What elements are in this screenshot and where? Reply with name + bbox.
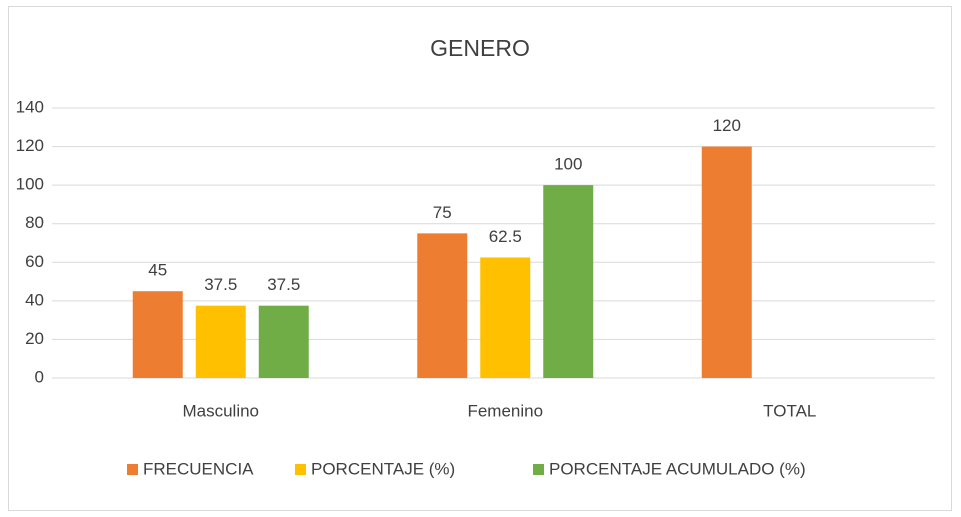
y-tick-label: 80 — [25, 213, 44, 232]
legend-swatch — [533, 464, 544, 475]
x-tick-label: Femenino — [467, 401, 543, 420]
y-tick-label: 20 — [25, 329, 44, 348]
bar — [258, 305, 309, 378]
y-tick-label: 60 — [25, 252, 44, 271]
value-label: 100 — [554, 155, 582, 174]
y-tick-label: 40 — [25, 290, 44, 309]
bar — [701, 146, 752, 378]
legend-label: FRECUENCIA — [143, 459, 254, 478]
legend-label: PORCENTAJE ACUMULADO (%) — [549, 459, 806, 478]
bar — [195, 305, 246, 378]
legend-label: PORCENTAJE (%) — [311, 459, 455, 478]
bar — [417, 233, 468, 378]
x-tick-label: Masculino — [182, 401, 259, 420]
bar — [480, 257, 531, 378]
y-tick-label: 100 — [16, 175, 44, 194]
value-label: 37.5 — [267, 275, 300, 294]
y-tick-label: 140 — [16, 97, 44, 116]
value-label: 75 — [433, 203, 452, 222]
legend-swatch — [295, 464, 306, 475]
value-label: 37.5 — [204, 275, 237, 294]
y-tick-label: 0 — [35, 367, 44, 386]
value-label: 120 — [713, 116, 741, 135]
x-tick-label: TOTAL — [763, 401, 816, 420]
bar — [543, 185, 594, 378]
y-tick-label: 120 — [16, 136, 44, 155]
value-label: 62.5 — [489, 227, 522, 246]
bar — [132, 291, 183, 378]
chart-title: GENERO — [430, 35, 530, 61]
value-label: 45 — [148, 261, 167, 280]
legend-swatch — [127, 464, 138, 475]
chart-frame — [8, 6, 952, 511]
